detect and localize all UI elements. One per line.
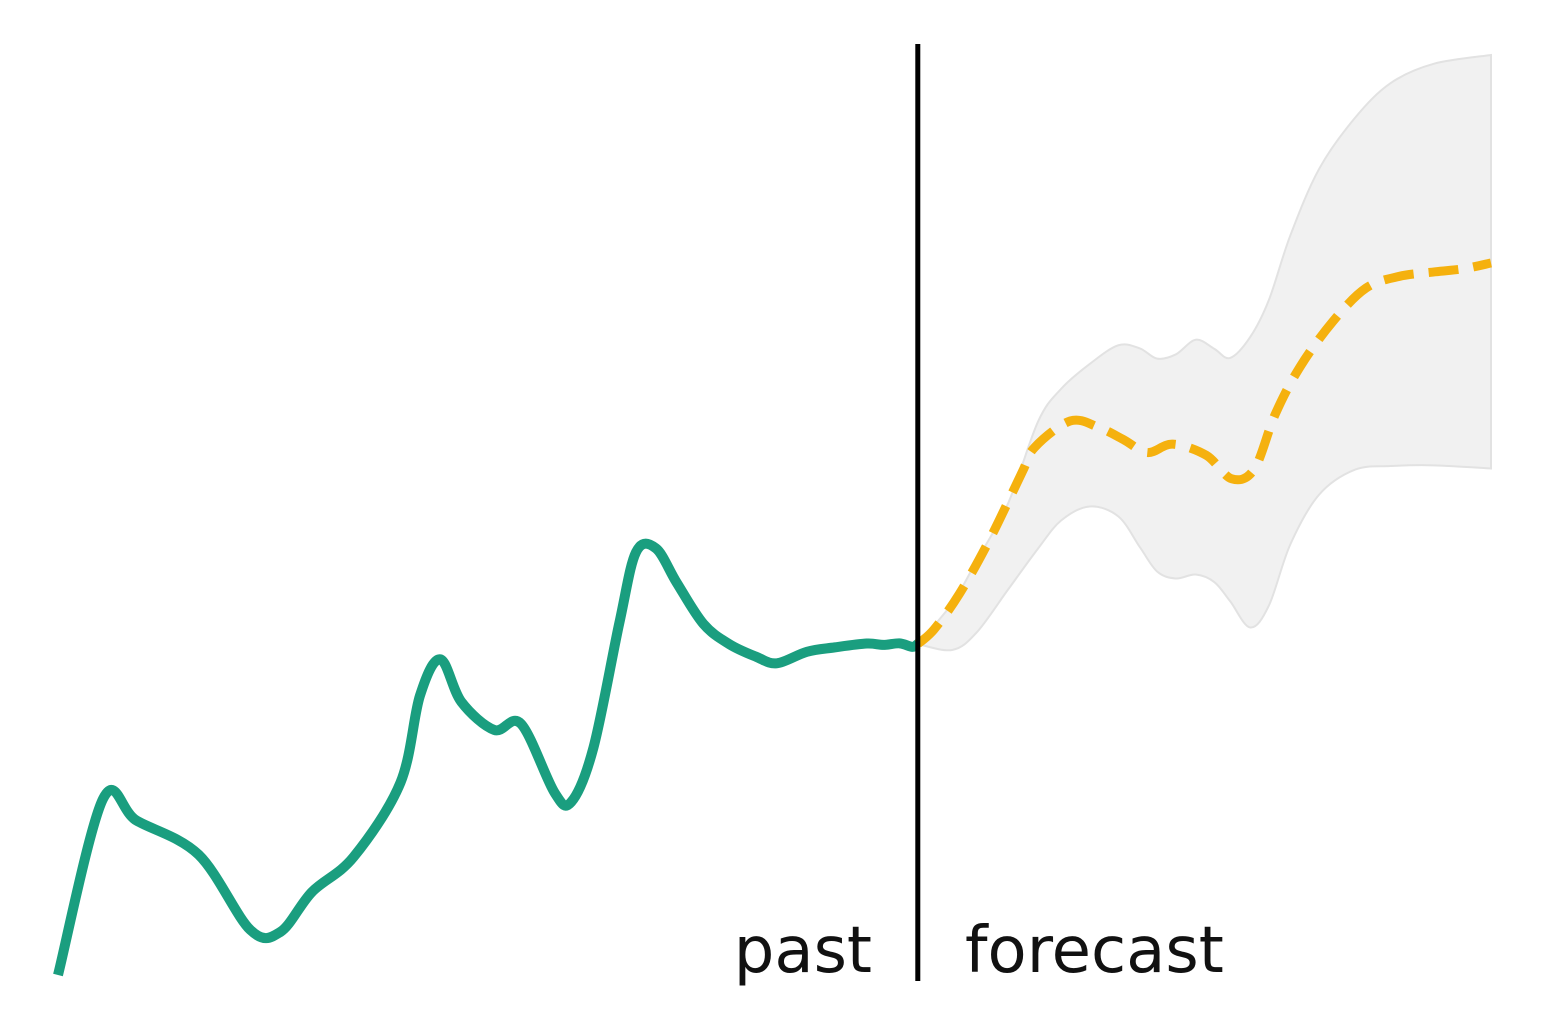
series-layer: [53, 258, 1492, 977]
forecast-series-line: [914, 258, 1492, 648]
past-series-line: [53, 538, 921, 977]
past-region-label: past: [734, 914, 872, 988]
uncertainty-band: [915, 53, 1492, 652]
forecast-region-label: forecast: [965, 914, 1224, 988]
uncertainty-band-layer: [915, 53, 1492, 652]
